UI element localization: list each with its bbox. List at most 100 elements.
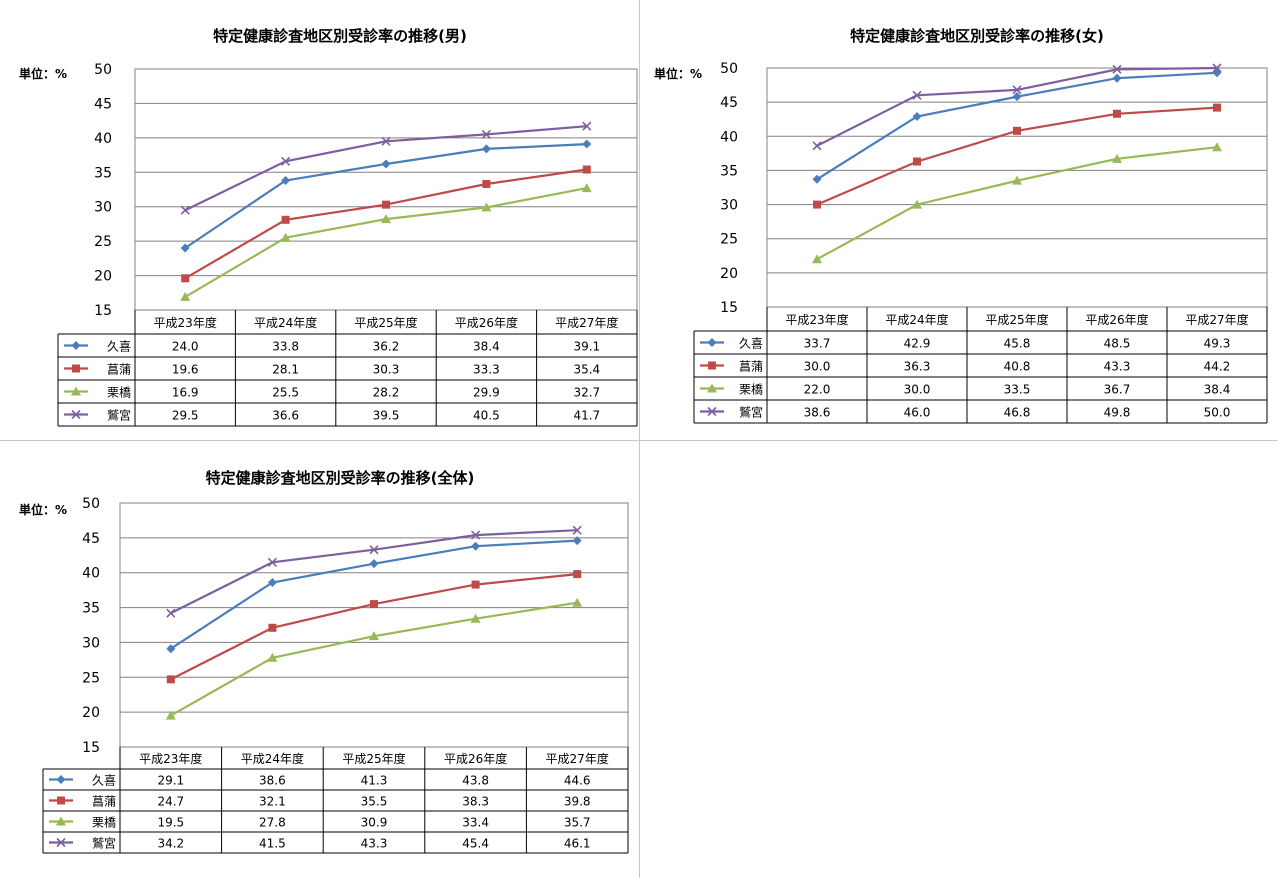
legend-key-marker-3	[707, 406, 717, 417]
y-tick-label: 35	[94, 165, 112, 181]
plot-border	[766, 67, 1268, 308]
data-label-3-3: 45.4	[462, 837, 489, 851]
data-label-2-1: 27.8	[259, 816, 286, 830]
data-point-0-3	[1112, 73, 1122, 83]
data-label-3-0: 34.2	[157, 837, 184, 851]
data-point-1-0	[166, 675, 175, 684]
data-point-1-4	[582, 165, 591, 174]
data-point-1-1	[281, 215, 290, 224]
data-point-1-4	[1213, 103, 1221, 112]
y-tick-label: 25	[82, 670, 100, 686]
data-label-0-4: 49.3	[1204, 337, 1231, 351]
x-tick-label: 平成23年度	[785, 312, 848, 327]
chart-title: 特定健康診査地区別受診率の推移(女)	[850, 27, 1104, 45]
y-tick-label: 20	[94, 269, 112, 285]
data-label-2-2: 30.9	[361, 816, 388, 830]
plot-area	[134, 68, 638, 311]
x-tick-label: 平成27年度	[555, 315, 618, 330]
x-tick-label: 平成24年度	[241, 751, 304, 766]
data-label-1-2: 35.5	[361, 795, 388, 809]
panel-divider-vertical-lower	[639, 440, 640, 878]
data-label-3-1: 36.6	[272, 409, 299, 423]
data-point-0-0	[166, 644, 176, 654]
data-point-2-4	[572, 597, 583, 607]
y-tick-label: 45	[94, 96, 112, 112]
y-tick-label: 30	[720, 198, 738, 214]
data-point-1-3	[471, 580, 480, 589]
legend-key-marker-1	[57, 796, 65, 805]
data-point-0-0	[180, 243, 190, 253]
x-tick-label: 平成25年度	[354, 315, 417, 330]
data-label-0-1: 38.6	[259, 774, 286, 788]
y-tick-label: 45	[720, 95, 738, 111]
data-point-2-3	[1112, 153, 1122, 163]
data-point-2-3	[481, 202, 492, 212]
data-point-0-2	[381, 159, 391, 169]
data-label-0-3: 43.8	[462, 774, 489, 788]
data-point-2-1	[280, 232, 291, 242]
x-tick-label: 平成27年度	[1185, 312, 1248, 327]
y-axis: 15 20 25 30 35 40 45 50	[82, 496, 100, 756]
legend-key-marker-1	[72, 364, 80, 373]
x-tick-label: 平成23年度	[139, 751, 202, 766]
chart-panel-female: 特定健康診査地区別受診率の推移(女) 単位：% 15 20 25 30 35 40 45 50…	[640, 0, 1278, 440]
data-label-1-2: 30.3	[373, 363, 400, 377]
y-tick-label: 20	[720, 266, 738, 282]
data-label-3-1: 41.5	[259, 837, 286, 851]
data-point-3-1	[912, 90, 922, 100]
data-label-1-1: 36.3	[904, 360, 931, 374]
data-label-1-1: 32.1	[259, 795, 286, 809]
data-label-1-0: 24.7	[157, 795, 184, 809]
data-label-1-0: 30.0	[804, 360, 831, 374]
series-line-2	[170, 601, 578, 717]
data-label-1-2: 40.8	[1004, 360, 1031, 374]
x-tick-label: 平成24年度	[254, 315, 317, 330]
data-label-2-4: 38.4	[1204, 383, 1231, 397]
data-label-0-1: 33.8	[272, 340, 299, 354]
data-label-0-2: 45.8	[1004, 337, 1031, 351]
y-tick-label: 40	[82, 566, 100, 582]
data-label-2-0: 19.5	[157, 816, 184, 830]
y-tick-label: 50	[720, 61, 738, 77]
y-tick-label: 15	[720, 300, 738, 316]
y-tick-label: 15	[82, 740, 100, 756]
plot-border	[134, 68, 638, 311]
data-label-3-0: 29.5	[172, 409, 199, 423]
data-point-3-2	[369, 545, 379, 555]
data-point-2-1	[267, 652, 278, 662]
data-label-2-1: 25.5	[272, 386, 299, 400]
data-point-1-1	[913, 157, 921, 166]
y-tick-label: 35	[82, 601, 100, 617]
x-tick-label: 平成26年度	[1085, 312, 1148, 327]
y-tick-label: 30	[82, 635, 100, 651]
data-point-2-0	[812, 254, 822, 264]
data-label-3-1: 46.0	[904, 406, 931, 420]
data-label-1-4: 39.8	[564, 795, 591, 809]
data-point-1-1	[268, 623, 277, 632]
data-point-1-2	[370, 600, 378, 609]
data-point-3-4	[582, 121, 592, 131]
legend-entry-2: 栗橋	[739, 383, 763, 397]
data-point-2-3	[470, 613, 481, 623]
chart-svg-female: 特定健康診査地区別受診率の推移(女) 単位：% 15 20 25 30 35 40 45 50…	[654, 27, 1268, 424]
data-point-3-1	[267, 557, 277, 567]
data-label-2-2: 33.5	[1004, 383, 1031, 397]
data-label-0-2: 36.2	[373, 340, 400, 354]
data-point-0-0	[812, 174, 822, 184]
series-line-2	[816, 146, 1218, 261]
y-tick-label: 25	[94, 234, 112, 250]
chart-panel-male: 特定健康診査地区別受診率の推移(男) 単位：% 15 20 25 30 35 40 45 50…	[0, 0, 639, 440]
data-point-0-2	[1012, 92, 1022, 102]
data-label-2-3: 36.7	[1104, 383, 1131, 397]
data-point-3-4	[572, 525, 582, 535]
data-label-1-0: 19.6	[172, 363, 199, 377]
data-point-1-3	[482, 179, 491, 188]
plot-area	[119, 502, 629, 748]
data-point-3-0	[812, 141, 822, 151]
data-point-2-0	[165, 710, 176, 720]
data-label-3-4: 50.0	[1204, 406, 1231, 420]
unit-label: 単位：%	[19, 502, 67, 517]
data-point-1-2	[1013, 126, 1021, 135]
legend-key-marker-0	[707, 338, 717, 347]
